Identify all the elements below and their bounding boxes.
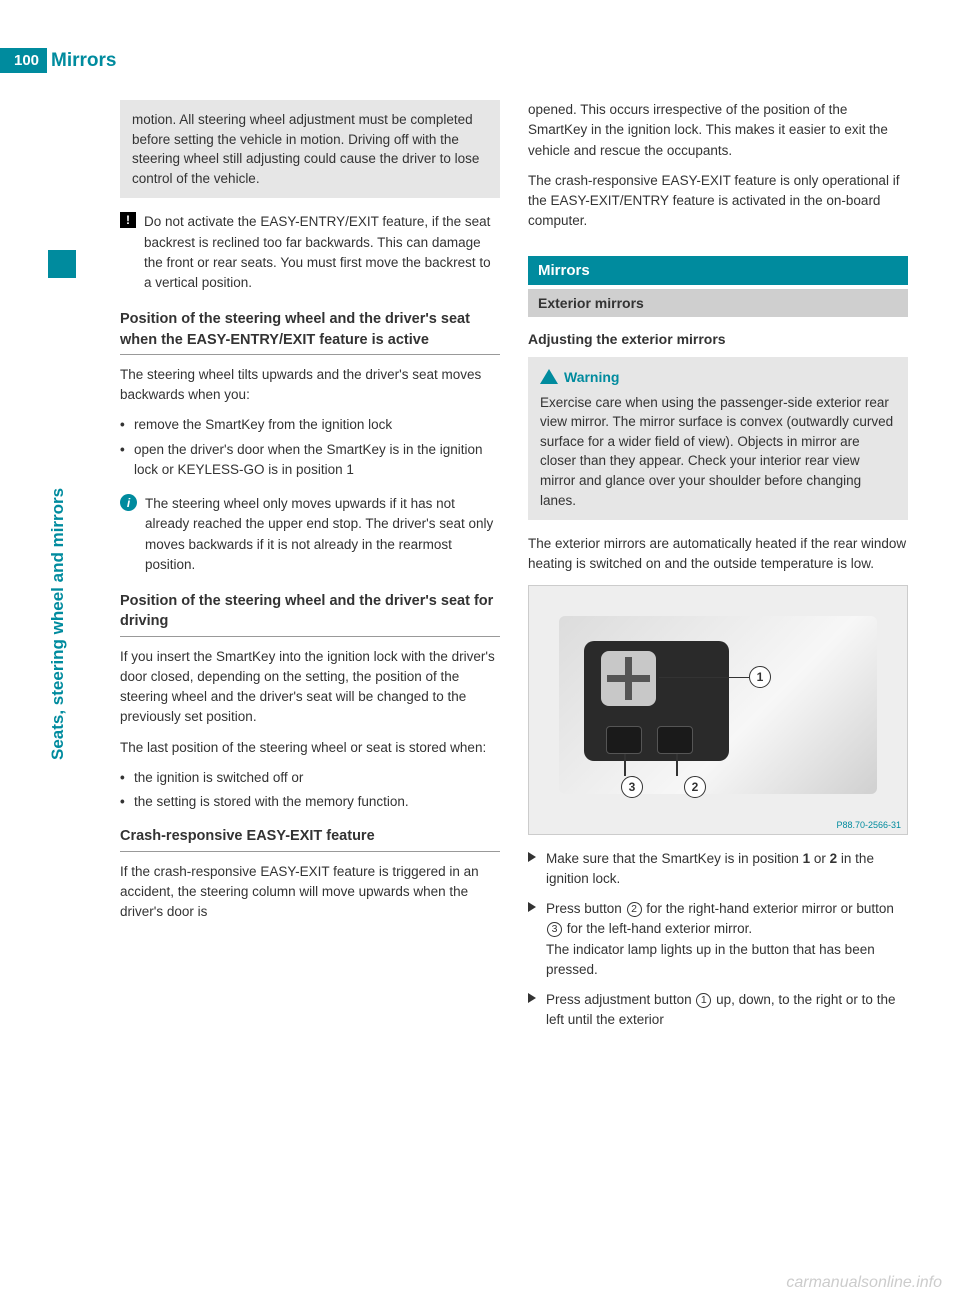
caution-notice: ! Do not activate the EASY-ENTRY/EXIT fe…: [120, 212, 500, 293]
paragraph: opened. This occurs irrespective of the …: [528, 100, 908, 161]
step-item: Press adjustment button 1 up, down, to t…: [528, 990, 908, 1031]
caution-text: Do not activate the EASY-ENTRY/EXIT feat…: [144, 212, 500, 293]
warning-body: Exercise care when using the passenger-s…: [540, 393, 896, 510]
warning-triangle-icon: [540, 369, 558, 384]
warning-header: Warning: [540, 367, 896, 387]
figure-leader-line: [659, 677, 749, 679]
heading-crash-responsive: Crash-responsive EASY-EXIT feature: [120, 826, 500, 851]
figure-dpad: [601, 651, 656, 706]
callout-ref-3: 3: [547, 922, 562, 937]
paragraph: If you insert the SmartKey into the igni…: [120, 647, 500, 728]
figure-callout-1: 1: [749, 666, 771, 688]
step-item: Make sure that the SmartKey is in positi…: [528, 849, 908, 890]
step-arrow-icon: [528, 902, 536, 912]
bullet-item: remove the SmartKey from the ignition lo…: [120, 415, 500, 435]
content-area: motion. All steering wheel adjustment mu…: [120, 100, 910, 1041]
page-header: 100 Mirrors: [0, 0, 960, 78]
bullet-item: the ignition is switched off or: [120, 768, 500, 788]
paragraph: The steering wheel tilts upwards and the…: [120, 365, 500, 406]
section-bar-mirrors: Mirrors: [528, 256, 908, 285]
heading-easy-entry-active: Position of the steering wheel and the d…: [120, 309, 500, 355]
heading-adjusting-mirrors: Adjusting the exterior mirrors: [528, 331, 908, 347]
column-right: opened. This occurs irrespective of the …: [528, 100, 908, 1041]
subsection-bar-exterior: Exterior mirrors: [528, 289, 908, 317]
step-arrow-icon: [528, 993, 536, 1003]
figure-id: P88.70-2566-31: [836, 820, 901, 830]
paragraph: The last position of the steering wheel …: [120, 738, 500, 758]
figure-callout-3: 3: [621, 776, 643, 798]
figure-mirror-controls: 1 2 3 P88.70-2566-31: [528, 585, 908, 835]
warning-box: Warning Exercise care when using the pas…: [528, 357, 908, 521]
callout-ref-1: 1: [696, 993, 711, 1008]
warning-label: Warning: [564, 367, 619, 387]
figure-button-left: [606, 726, 642, 754]
step-list: Make sure that the SmartKey is in positi…: [528, 849, 908, 1031]
column-left: motion. All steering wheel adjustment mu…: [120, 100, 500, 1041]
info-icon: i: [120, 494, 137, 511]
figure-leader-line: [624, 754, 626, 776]
step-arrow-icon: [528, 852, 536, 862]
watermark: carmanualsonline.info: [786, 1274, 942, 1292]
paragraph: The crash-responsive EASY-EXIT feature i…: [528, 171, 908, 232]
info-notice: i The steering wheel only moves upwards …: [120, 494, 500, 575]
callout-ref-2: 2: [627, 902, 642, 917]
heading-driving-position: Position of the steering wheel and the d…: [120, 591, 500, 637]
figure-callout-2: 2: [684, 776, 706, 798]
bullet-list: remove the SmartKey from the ignition lo…: [120, 415, 500, 480]
figure-leader-line: [676, 754, 678, 776]
paragraph: If the crash-responsive EASY-EXIT featur…: [120, 862, 500, 923]
side-section-label: Seats, steering wheel and mirrors: [48, 488, 68, 760]
figure-button-right: [657, 726, 693, 754]
paragraph: The exterior mirrors are automatically h…: [528, 534, 908, 575]
bullet-item: the setting is stored with the memory fu…: [120, 792, 500, 812]
step-item: Press button 2 for the right-hand exteri…: [528, 899, 908, 980]
side-tab: [48, 250, 76, 278]
bullet-list: the ignition is switched off or the sett…: [120, 768, 500, 813]
continuation-box: motion. All steering wheel adjustment mu…: [120, 100, 500, 198]
page-title: Mirrors: [51, 48, 116, 72]
page-number: 100: [0, 48, 47, 73]
exclamation-icon: !: [120, 212, 136, 228]
info-text: The steering wheel only moves upwards if…: [145, 494, 500, 575]
bullet-item: open the driver's door when the SmartKey…: [120, 440, 500, 481]
